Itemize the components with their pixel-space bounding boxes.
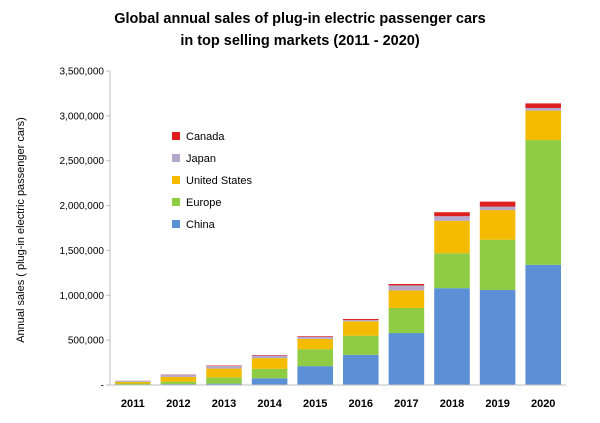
legend-label-china: China bbox=[186, 219, 216, 231]
bar-segment-europe-2016 bbox=[343, 335, 379, 355]
legend-swatch-japan bbox=[172, 154, 180, 162]
bar-segment-japan-2012 bbox=[160, 374, 197, 377]
bar-segment-united-states-2015 bbox=[297, 338, 333, 350]
bar-segment-europe-2018 bbox=[434, 253, 470, 289]
bar-segment-japan-2019 bbox=[479, 206, 516, 211]
chart-title-line-1: Global annual sales of plug-in electric … bbox=[114, 11, 486, 27]
x-tick-label: 2015 bbox=[303, 398, 327, 410]
x-tick-label: 2018 bbox=[440, 398, 464, 410]
bar-segment-china-2020 bbox=[525, 264, 561, 385]
bar-segment-china-2014 bbox=[251, 378, 288, 385]
legend-swatch-europe bbox=[172, 198, 180, 206]
bar-segment-canada-2018 bbox=[434, 212, 470, 217]
y-tick-label: - bbox=[101, 381, 104, 392]
x-tick-label: 2011 bbox=[121, 398, 145, 410]
bar-segment-europe-2019 bbox=[479, 239, 516, 290]
bar-segment-japan-2017 bbox=[388, 285, 425, 291]
x-axis-ticks: 2011 2012 2013 2014 2015 2016 2017 2018 2019 2020 bbox=[121, 398, 556, 410]
bar-segment-united-states-2016 bbox=[343, 321, 379, 336]
legend-label-canada: Canada bbox=[186, 131, 225, 143]
bar-segment-china-2015 bbox=[297, 366, 333, 385]
legend: Canada Japan United States Europe China bbox=[162, 124, 264, 234]
bar-segment-china-2017 bbox=[388, 333, 425, 385]
y-tick-label: 2,500,000 bbox=[60, 156, 105, 167]
bar-segment-europe-2014 bbox=[251, 368, 288, 379]
y-tick-label: 1,000,000 bbox=[60, 291, 105, 302]
bar-segment-canada-2015 bbox=[297, 336, 333, 337]
bar-segment-united-states-2019 bbox=[479, 210, 516, 240]
bar-segment-japan-2013 bbox=[206, 365, 242, 369]
bar-segment-china-2019 bbox=[479, 289, 516, 385]
bar-segment-japan-2014 bbox=[251, 355, 288, 359]
legend-swatch-china bbox=[172, 220, 180, 228]
bar-segment-europe-2015 bbox=[297, 349, 333, 367]
bar-segment-china-2018 bbox=[434, 288, 470, 385]
bar-segment-united-states-2017 bbox=[388, 290, 425, 308]
bar-segment-europe-2013 bbox=[206, 377, 242, 384]
bar-segment-canada-2019 bbox=[479, 201, 516, 207]
bar-segment-japan-2020 bbox=[525, 107, 561, 111]
bar-segment-europe-2011 bbox=[115, 383, 151, 385]
x-tick-label: 2013 bbox=[212, 398, 236, 410]
y-tick-label: 3,500,000 bbox=[60, 67, 105, 78]
bar-segment-europe-2017 bbox=[388, 307, 425, 334]
bar-segment-united-states-2018 bbox=[434, 220, 470, 254]
y-axis-ticks: - 500,000 1,000,000 1,500,000 2,000,000 2,500… bbox=[60, 67, 110, 392]
bar-segment-china-2013 bbox=[206, 383, 242, 385]
bar-segment-canada-2020 bbox=[525, 103, 561, 108]
bar-segment-united-states-2014 bbox=[251, 358, 288, 369]
bar-segment-europe-2012 bbox=[160, 381, 197, 385]
bar-segment-united-states-2012 bbox=[160, 376, 197, 382]
legend-swatch-united-states bbox=[172, 176, 180, 184]
bar-segment-japan-2015 bbox=[297, 336, 333, 339]
bar-segment-canada-2017 bbox=[388, 283, 425, 286]
bar-segment-japan-2016 bbox=[343, 319, 379, 322]
legend-label-united-states: United States bbox=[186, 175, 253, 187]
legend-label-europe: Europe bbox=[186, 197, 221, 209]
x-tick-label: 2012 bbox=[166, 398, 190, 410]
y-tick-label: 500,000 bbox=[68, 336, 105, 347]
x-tick-label: 2014 bbox=[257, 398, 282, 410]
bar-segment-united-states-2013 bbox=[206, 368, 242, 378]
chart-title-line-2: in top selling markets (2011 - 2020) bbox=[180, 33, 420, 49]
bar-segment-europe-2020 bbox=[525, 140, 561, 265]
y-tick-label: 3,000,000 bbox=[60, 111, 105, 122]
legend-swatch-canada bbox=[172, 132, 180, 140]
y-tick-label: 1,500,000 bbox=[60, 246, 105, 257]
x-tick-label: 2017 bbox=[394, 398, 418, 410]
bar-segment-china-2016 bbox=[343, 354, 379, 385]
legend-label-japan: Japan bbox=[186, 153, 216, 165]
x-tick-label: 2016 bbox=[349, 398, 373, 410]
bars-group bbox=[115, 103, 561, 385]
bar-segment-united-states-2020 bbox=[525, 110, 561, 141]
y-axis-label: Annual sales ( plug-in electric passenge… bbox=[15, 117, 27, 343]
x-tick-label: 2019 bbox=[485, 398, 509, 410]
x-tick-label: 2020 bbox=[531, 398, 555, 410]
y-tick-label: 2,000,000 bbox=[60, 201, 105, 212]
bar-segment-japan-2018 bbox=[434, 216, 470, 221]
bar-segment-japan-2011 bbox=[115, 380, 151, 382]
bar-segment-canada-2016 bbox=[343, 318, 379, 320]
bar-segment-united-states-2011 bbox=[115, 381, 151, 384]
